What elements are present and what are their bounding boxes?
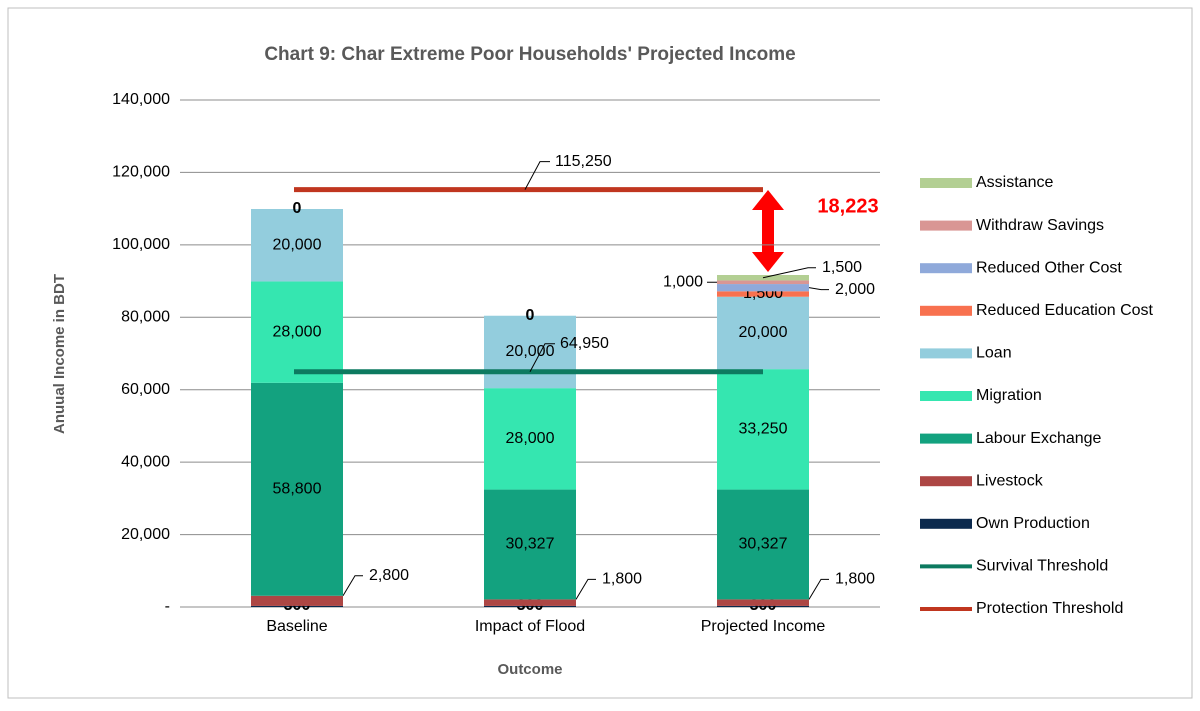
legend-swatch: [920, 348, 972, 359]
bar-segment: [251, 605, 343, 607]
data-label: 20,000: [739, 324, 788, 341]
annotation: 18,223: [817, 195, 878, 217]
data-label: 0: [293, 200, 302, 217]
gap-arrow: [752, 190, 784, 272]
y-tick-label: 80,000: [121, 309, 170, 326]
leader-line: [575, 578, 596, 600]
data-label: 28,000: [273, 323, 322, 340]
legend-swatch: [920, 476, 972, 487]
bar-segment: [251, 209, 343, 282]
legend-label: Migration: [976, 387, 1042, 404]
x-axis-title: Outcome: [497, 661, 562, 678]
legend-label: Loan: [976, 345, 1012, 362]
data-label: 20,000: [506, 343, 555, 360]
bar-segment: [717, 284, 809, 292]
bar-segment: [484, 388, 576, 490]
legend-label: Protection Threshold: [976, 600, 1123, 617]
legend-swatch: [920, 220, 972, 231]
y-tick-label: 120,000: [112, 164, 170, 181]
data-label: 2,800: [369, 567, 409, 584]
chart-border: [7, 7, 1193, 699]
data-label: 2,000: [835, 281, 875, 298]
legend-swatch: [920, 518, 972, 529]
legend-swatch: [920, 263, 972, 274]
bar-segment: [484, 605, 576, 607]
x-tick-label: Projected Income: [701, 618, 826, 635]
y-tick-label: 20,000: [121, 526, 170, 543]
bar-segment: [251, 382, 343, 596]
y-tick-label: 100,000: [112, 236, 170, 253]
leader-line: [524, 161, 550, 190]
legend-label: Assistance: [976, 174, 1053, 191]
leader-line: [342, 575, 363, 597]
y-tick-label: -: [165, 598, 170, 615]
data-label: 33,250: [739, 421, 788, 438]
legend-label: Livestock: [976, 472, 1044, 489]
x-tick-label: Impact of Flood: [475, 618, 585, 635]
data-label: 30,327: [739, 536, 788, 553]
bar-segment: [251, 281, 343, 383]
bar-segment: [717, 369, 809, 490]
chart-title: Chart 9: Char Extreme Poor Households' P…: [264, 44, 795, 65]
legend-swatch: [920, 391, 972, 401]
data-label: 28,000: [506, 430, 555, 447]
data-label: 0: [526, 307, 535, 324]
leader-line: [808, 287, 829, 291]
data-label: 1,000: [663, 273, 703, 290]
leader-line: [808, 578, 829, 600]
data-label: 30,327: [506, 536, 555, 553]
x-tick-label: Baseline: [266, 618, 327, 635]
bar-segment: [484, 599, 576, 606]
data-label: 64,950: [560, 335, 609, 352]
bar-segment: [484, 489, 576, 600]
bar-segment: [251, 595, 343, 606]
legend-label: Survival Threshold: [976, 558, 1108, 575]
bar-segment: [717, 296, 809, 370]
legend-label: Own Production: [976, 515, 1090, 532]
y-tick-label: 60,000: [121, 381, 170, 398]
legend-swatch: [920, 178, 972, 188]
leader-line: [529, 343, 555, 373]
legend-swatch: [920, 433, 972, 444]
y-axis-title: Anuual Income in BDT: [51, 274, 68, 434]
legend-label: Withdraw Savings: [976, 217, 1104, 234]
data-label: 1,800: [602, 571, 642, 588]
data-label: 58,800: [273, 481, 322, 498]
bar-segment: [717, 280, 809, 285]
y-tick-label: 140,000: [112, 91, 170, 108]
bar-segment: [717, 599, 809, 606]
bar-segment: [717, 489, 809, 600]
leader-line: [762, 267, 816, 279]
data-label: 20,000: [273, 236, 322, 253]
bar-segment: [717, 605, 809, 607]
data-label: 115,250: [555, 153, 612, 170]
y-tick-label: 40,000: [121, 453, 170, 470]
data-label: 1,800: [835, 571, 875, 588]
bar-segment: [484, 315, 576, 389]
bar-segment: [717, 291, 809, 297]
legend-label: Reduced Education Cost: [976, 302, 1154, 319]
legend-swatch: [920, 305, 972, 316]
data-label: 1,500: [822, 259, 862, 276]
legend-label: Labour Exchange: [976, 430, 1102, 447]
legend-label: Reduced Other Cost: [976, 259, 1122, 276]
